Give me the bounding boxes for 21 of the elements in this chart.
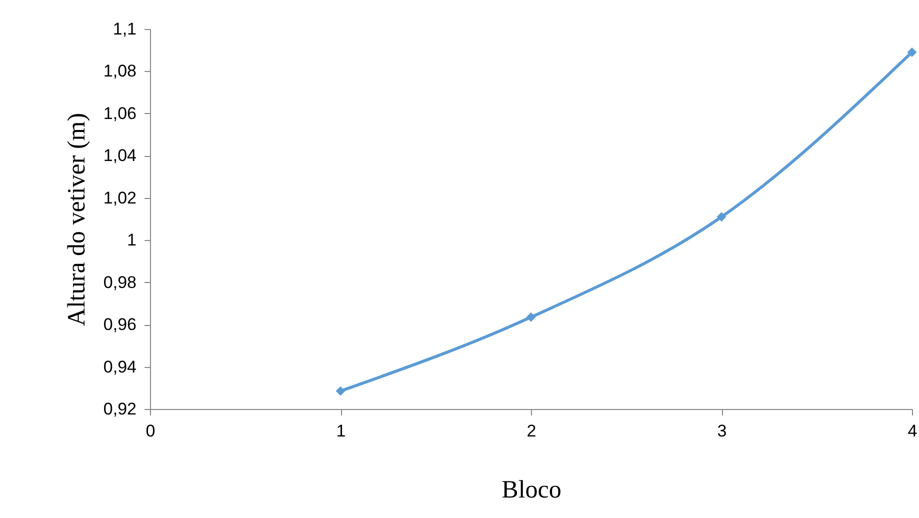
point	[716, 212, 726, 222]
y-tick-label: 1	[127, 230, 136, 250]
y-tick-label: 1,08	[103, 62, 136, 81]
x-tick-label: 4	[908, 422, 918, 440]
y-tick-label: 0,98	[103, 272, 136, 292]
point	[526, 312, 536, 322]
point	[336, 386, 346, 396]
y-tick-label: 1,1	[112, 20, 136, 38]
x-axis-title: Bloco	[502, 476, 562, 504]
y-tick-label: 0,96	[103, 315, 136, 334]
y-tick-label: 1,06	[103, 104, 136, 123]
x-tick-label: 0	[146, 422, 156, 440]
y-axis-title: Altura do vetiver (m)	[63, 112, 90, 326]
x-tick-label: 1	[336, 422, 346, 440]
y-tick-label: 1,04	[103, 146, 136, 166]
x-tick-label: 2	[526, 422, 536, 440]
y-tick-label: 0,94	[103, 357, 136, 376]
y-tick-label: 1,02	[103, 188, 136, 208]
point	[907, 47, 917, 57]
y-tick-label: 0,92	[103, 400, 136, 418]
x-tick-label: 3	[717, 422, 727, 440]
